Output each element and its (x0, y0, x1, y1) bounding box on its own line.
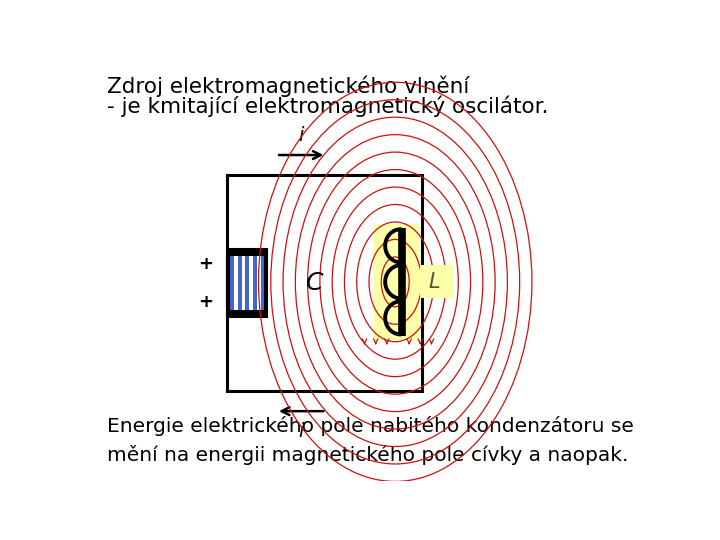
Bar (374, 224, 419, 340)
Bar (228, 249, 267, 318)
Text: $i$: $i$ (297, 422, 305, 441)
Text: - je kmitající elektromagnetický oscilátor.: - je kmitající elektromagnetický oscilát… (107, 96, 548, 118)
Bar (246, 256, 249, 310)
Bar (238, 256, 242, 310)
Bar (257, 256, 261, 310)
Text: +: + (199, 255, 214, 273)
Text: Energie elektrického pole nabitého kondenzátoru se: Energie elektrického pole nabitého konde… (107, 416, 634, 436)
Text: +: + (199, 293, 214, 311)
Bar (249, 256, 253, 310)
Text: Zdroj elektromagnetického vlnění: Zdroj elektromagnetického vlnění (107, 75, 469, 97)
Bar (253, 256, 257, 310)
Text: $i$: $i$ (297, 126, 305, 145)
Bar (234, 256, 238, 310)
Bar (230, 256, 234, 310)
Bar (261, 256, 264, 310)
Text: mění na energii magnetického pole cívky a naopak.: mění na energii magnetického pole cívky … (107, 446, 628, 465)
Bar (227, 175, 422, 391)
Bar (420, 265, 454, 299)
Bar (242, 256, 246, 310)
Text: $L$: $L$ (428, 272, 441, 292)
Text: $C$: $C$ (305, 271, 324, 295)
